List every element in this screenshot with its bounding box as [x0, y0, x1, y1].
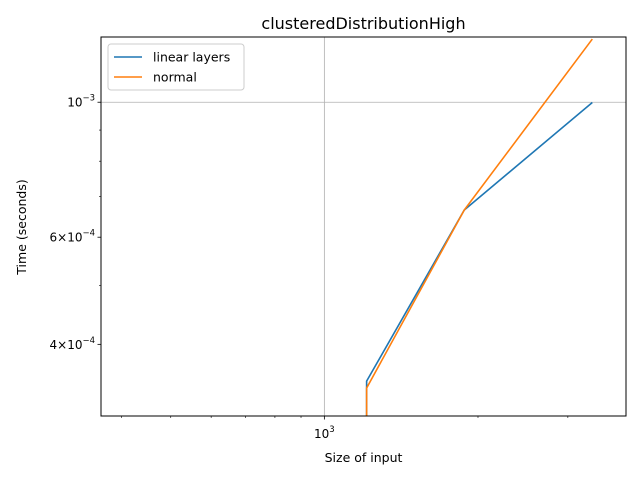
x-tick-label: 103 — [314, 425, 335, 441]
series-line-normal — [365, 38, 593, 416]
y-axis-label: Time (seconds) — [14, 179, 29, 275]
grid — [101, 37, 626, 416]
y-tick-label: 4×10−4 — [49, 336, 95, 352]
chart-title: clusteredDistributionHigh — [261, 14, 465, 33]
legend-label-normal: normal — [153, 70, 197, 85]
plot-area-frame — [100, 36, 627, 417]
minor-ticks — [99, 129, 569, 418]
x-axis-label: Size of input — [325, 450, 403, 465]
y-tick-label: 6×10−4 — [49, 229, 95, 245]
y-tick-label: 10−3 — [67, 94, 95, 110]
legend-frame — [107, 43, 245, 91]
series-line-linear-layers — [365, 101, 593, 416]
tick-labels: 103 4×10−4 6×10−4 10−3 — [49, 94, 334, 441]
legend: linear layers normal — [107, 43, 245, 91]
series-layer — [365, 38, 593, 416]
legend-label-linear-layers: linear layers — [153, 50, 230, 65]
